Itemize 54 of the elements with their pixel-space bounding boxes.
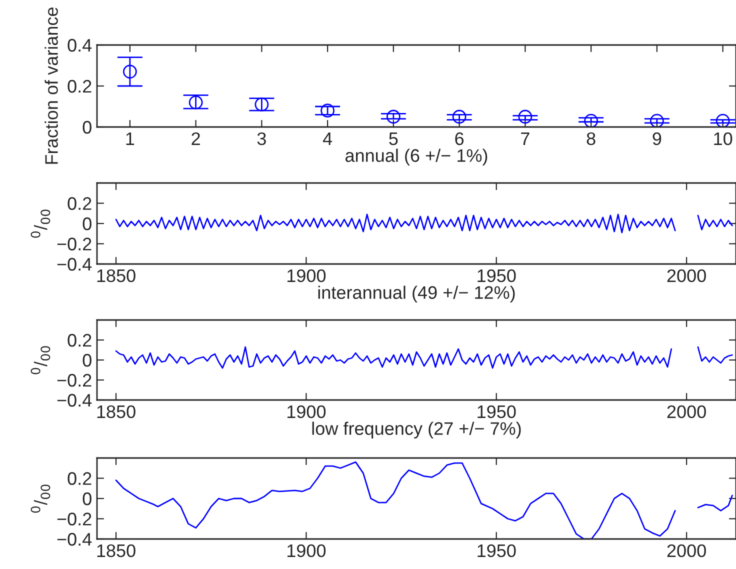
x-tick-label: 5 <box>389 132 398 146</box>
x-tick-label: 9 <box>652 132 662 146</box>
x-tick-label: 1900 <box>287 405 326 418</box>
y-tick-label: 0.2 <box>68 197 92 210</box>
point <box>386 110 400 124</box>
x-tick-label: 7 <box>521 132 530 145</box>
y-tick-label: 0 <box>82 354 92 367</box>
x-axis-title: low frequency (27 +/− 7%) <box>312 422 521 439</box>
point <box>716 114 730 127</box>
y-tick-label: 0.4 <box>68 38 92 52</box>
y-tick-label: 0 <box>82 492 92 506</box>
x-tick-label: 1850 <box>97 269 136 282</box>
x-tick-label: 2000 <box>667 405 706 418</box>
y-tick-label: −0.4 <box>57 532 92 546</box>
x-tick-label: 1900 <box>287 269 326 282</box>
point <box>320 104 335 118</box>
y-tick-label: 0.2 <box>68 472 92 485</box>
y-tick-label: −0.2 <box>57 512 92 526</box>
x-tick-label: 8 <box>586 132 596 146</box>
x-tick-label: 10 <box>714 132 732 146</box>
y-axis-title: $^{0}$/$_{00}$ <box>30 346 50 374</box>
point <box>452 110 466 124</box>
x-axis-title: interannual (49 +/− 12%) <box>318 286 515 303</box>
y-tick-label: −0.2 <box>57 374 92 387</box>
x-tick-label: 1 <box>126 132 134 145</box>
y-axis-title: $^{0}$/$_{00}$ <box>30 484 50 513</box>
y-tick-label: 0 <box>82 120 92 134</box>
x-axis-title: annual (6 +/− 1%) <box>346 148 488 166</box>
x-tick-label: 6 <box>455 132 464 146</box>
y-tick-label: 0.2 <box>68 80 92 93</box>
y-axis-title: Fraction of variance <box>44 8 58 164</box>
y-axis-title: $^{0}$/$_{00}$ <box>30 210 50 238</box>
y-tick-label: 0.2 <box>68 334 92 347</box>
y-tick-label: −0.4 <box>57 258 92 271</box>
x-tick-label: 1950 <box>478 405 516 418</box>
point <box>254 98 269 112</box>
point <box>650 114 664 127</box>
point <box>518 110 532 124</box>
x-tick-label: 2000 <box>667 269 706 282</box>
point <box>122 64 137 79</box>
x-tick-label: 1950 <box>478 544 516 558</box>
point <box>188 95 203 110</box>
x-tick-label: 2000 <box>667 544 706 558</box>
x-tick-label: 1900 <box>287 544 326 558</box>
x-tick-label: 3 <box>257 132 266 146</box>
point <box>584 114 598 127</box>
x-tick-label: 1950 <box>478 269 516 282</box>
y-tick-label: −0.4 <box>57 394 92 407</box>
x-tick-label: 4 <box>322 132 332 145</box>
x-tick-label: 1850 <box>97 544 136 558</box>
y-tick-label: −0.2 <box>57 238 92 250</box>
x-tick-label: 1850 <box>97 405 136 418</box>
y-tick-label: 0 <box>82 217 92 230</box>
x-tick-label: 2 <box>192 132 200 145</box>
